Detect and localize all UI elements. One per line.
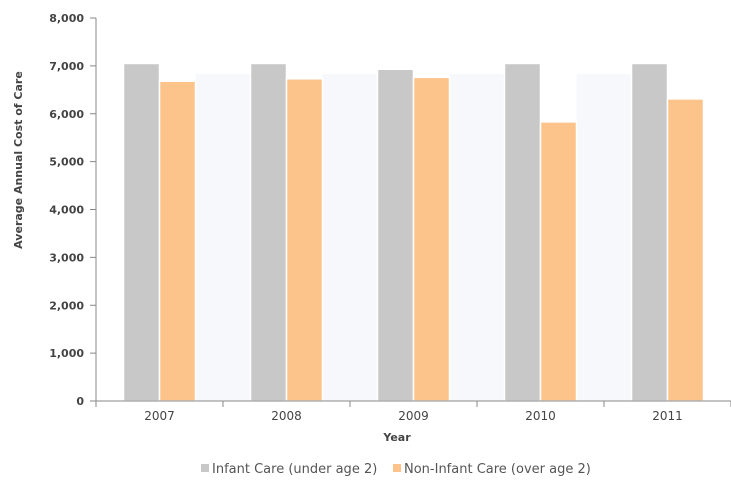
legend-swatch [201, 464, 209, 472]
y-tick-label: 6,000 [49, 108, 84, 121]
y-tick-label: 0 [76, 395, 84, 408]
bar-non-infant-care[interactable] [666, 98, 705, 402]
bar-non-infant-care[interactable] [412, 76, 451, 402]
legend-item-label[interactable]: Non-Infant Care (over age 2) [404, 462, 591, 477]
bar-non-infant-care[interactable] [539, 121, 578, 402]
background-band [195, 74, 251, 402]
y-tick-label: 8,000 [49, 12, 84, 25]
x-axis: 2007 2008 2009 2010 2011 [95, 400, 731, 423]
x-tick-label: 2009 [398, 409, 429, 423]
legend: Infant Care (under age 2) Non-Infant Care… [201, 462, 591, 477]
y-tick-label: 5,000 [49, 156, 84, 169]
background-band [322, 74, 378, 402]
y-tick-label: 4,000 [49, 204, 84, 217]
bar-non-infant-care[interactable] [285, 78, 324, 402]
bar-infant-care[interactable] [503, 62, 542, 402]
bar-non-infant-care[interactable] [158, 80, 197, 402]
y-axis: 0 1,000 2,000 3,000 4,000 5,000 6,000 7,000 8,00… [49, 12, 97, 408]
legend-item-label[interactable]: Infant Care (under age 2) [212, 462, 377, 477]
bar-infant-care[interactable] [249, 62, 288, 402]
x-tick-label: 2008 [271, 409, 302, 423]
bar-infant-care[interactable] [376, 68, 415, 402]
y-tick-label: 2,000 [49, 299, 84, 312]
x-axis-title: Year [382, 431, 411, 444]
y-tick-label: 3,000 [49, 251, 84, 264]
bar-infant-care[interactable] [630, 62, 669, 402]
y-axis-title: Average Annual Cost of Care [12, 71, 25, 249]
x-tick-label: 2011 [652, 409, 683, 423]
x-tick-label: 2007 [144, 409, 175, 423]
y-tick-label: 7,000 [49, 60, 84, 73]
legend-swatch [393, 464, 401, 472]
background-band [449, 74, 505, 402]
background-band [576, 74, 632, 402]
background-bands [195, 74, 632, 402]
bar-infant-care[interactable] [122, 62, 161, 402]
bars [122, 62, 705, 402]
y-tick-label: 1,000 [49, 347, 84, 360]
x-tick-label: 2010 [525, 409, 556, 423]
